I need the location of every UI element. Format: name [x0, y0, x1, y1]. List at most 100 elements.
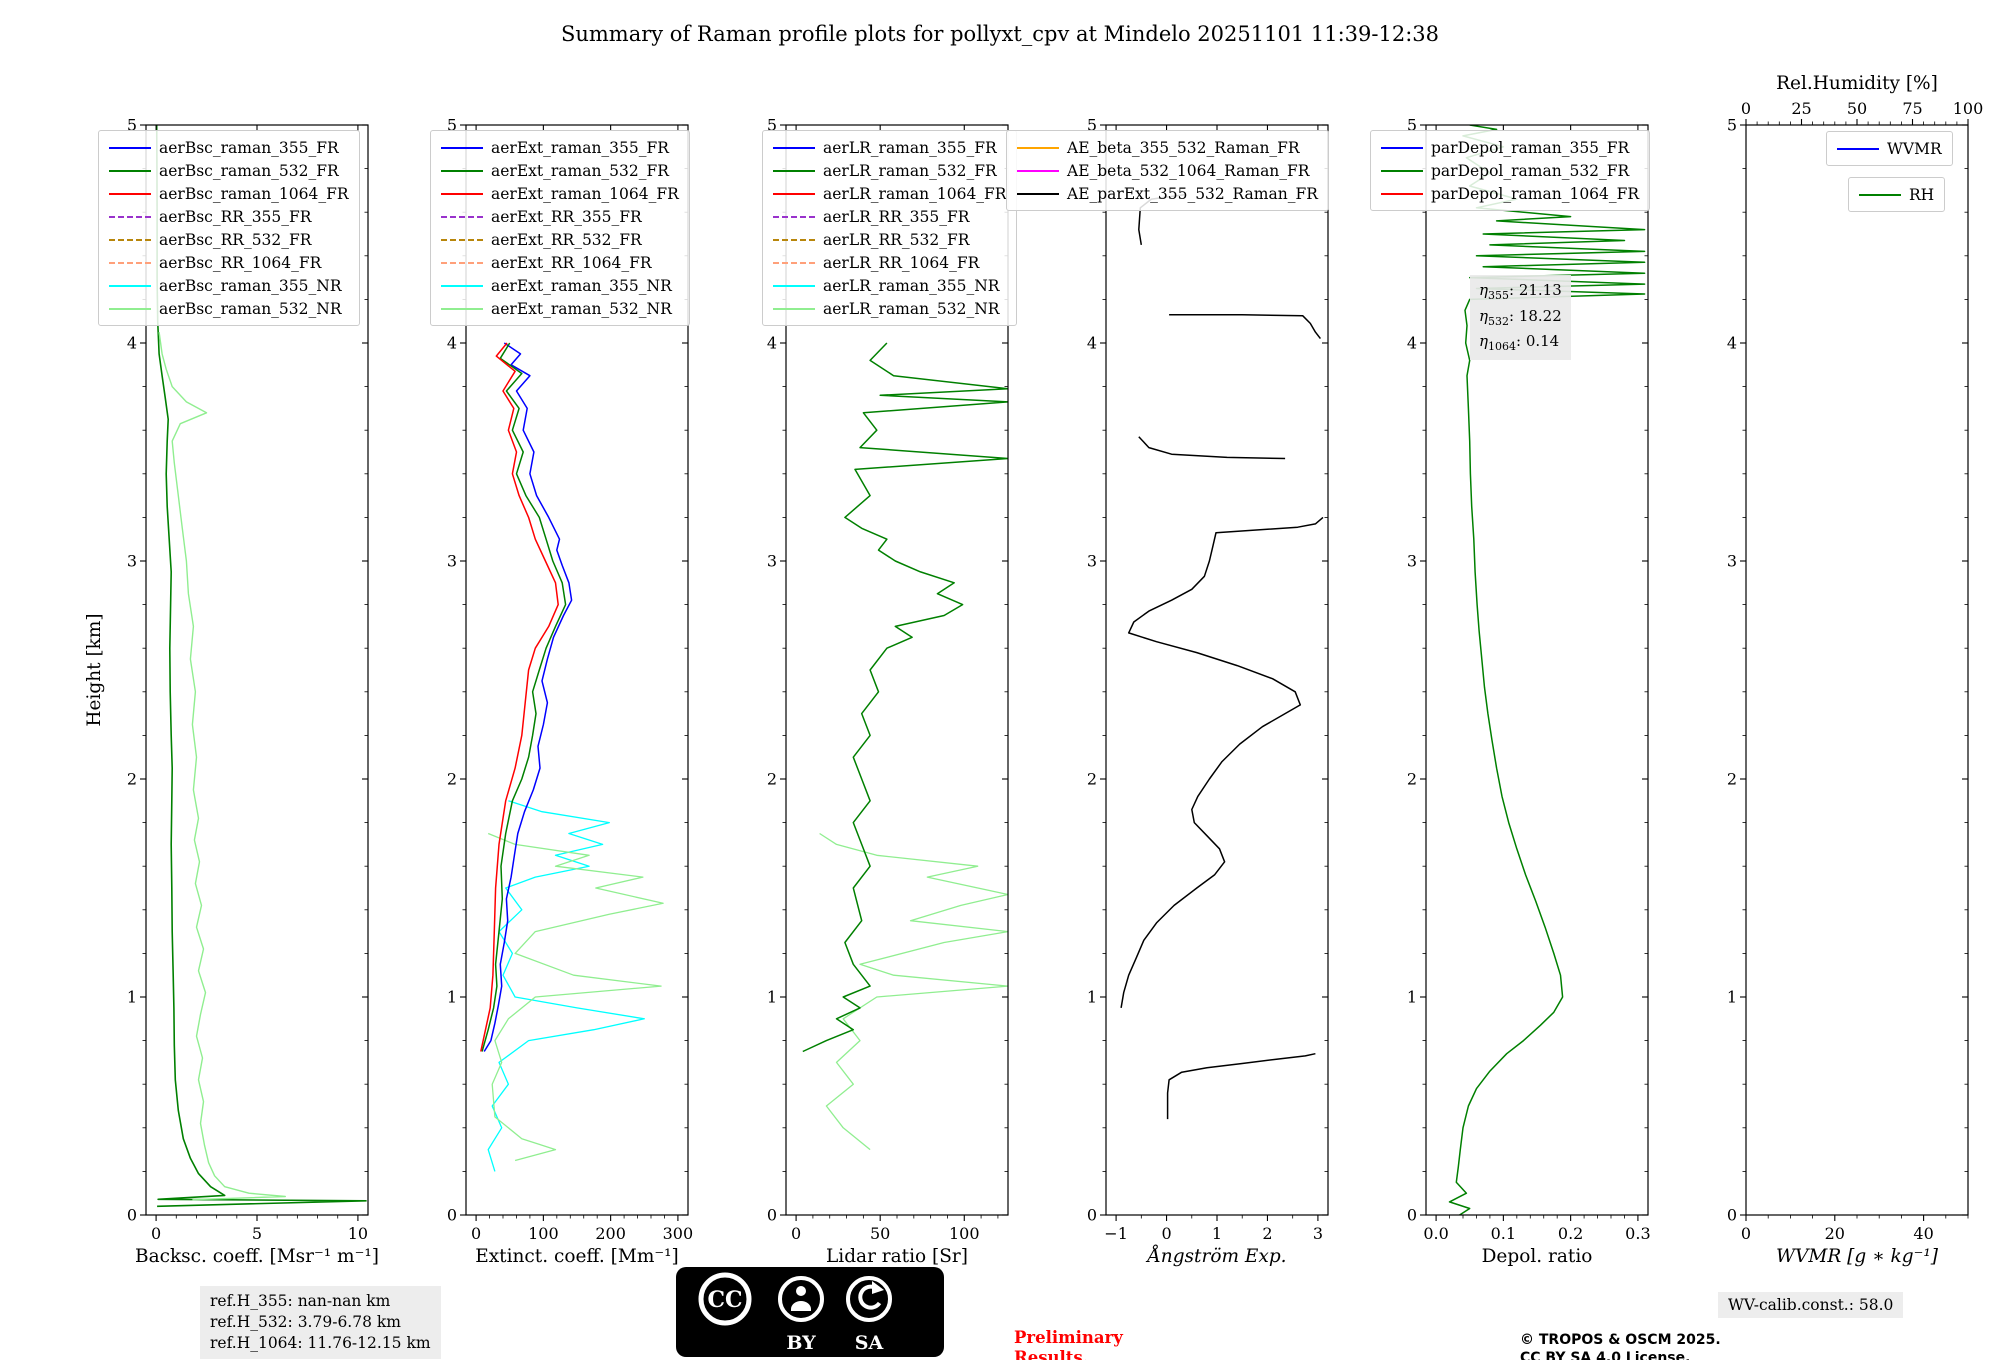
x-tick-label: 10	[348, 1224, 368, 1243]
legend-label: aerBsc_raman_532_NR	[159, 299, 342, 318]
person-head	[796, 1286, 806, 1296]
series-aerBsc_raman_532_NR	[158, 332, 286, 1201]
chart-title: Summary of Raman profile plots for polly…	[560, 22, 1440, 46]
legend-line-sample	[109, 284, 151, 287]
legend-line-sample	[773, 261, 815, 264]
x-tick-label: 50	[870, 1224, 890, 1243]
y-tick-label: 1	[1087, 988, 1097, 1007]
panel-lidar-ratio: 0 50 100 0 1 2 3 4 5 Lidar ratio [Sr]	[767, 116, 1009, 1267]
y-tick-label: 0	[447, 1206, 457, 1225]
legend-line-sample	[773, 284, 815, 287]
y-tick-label: 0	[127, 1206, 137, 1225]
legend-label: aerBsc_RR_1064_FR	[159, 253, 322, 272]
legend-entry: aerLR_raman_532_FR	[773, 159, 1006, 182]
y-tick-label: 4	[1087, 334, 1097, 353]
y-tick-label: 2	[447, 770, 457, 789]
legend-label: AE_parExt_355_532_Raman_FR	[1067, 184, 1318, 203]
legend-entry: aerBsc_raman_1064_FR	[109, 182, 349, 205]
y-tick-label: 1	[1407, 988, 1417, 1007]
series-aerBsc_raman_532_FR	[155, 125, 367, 1208]
top-tick-label: 50	[1847, 99, 1867, 118]
y-tick-label: 4	[767, 334, 777, 353]
ref-h-1064: ref.H_1064: 11.76-12.15 km	[210, 1333, 431, 1352]
y-tick-label: 4	[1407, 334, 1417, 353]
legend-entry: AE_beta_355_532_Raman_FR	[1017, 136, 1318, 159]
series-aerExt_raman_355_FR	[483, 342, 573, 1052]
legend-entry: aerLR_raman_532_NR	[773, 297, 1006, 320]
legend-entry: parDepol_raman_355_FR	[1381, 136, 1639, 159]
legend-entry: AE_beta_532_1064_Raman_FR	[1017, 159, 1318, 182]
annotation-line: η355: 21.13	[1479, 281, 1562, 302]
legend-entry: aerExt_raman_532_NR	[441, 297, 679, 320]
y-tick-label: 5	[767, 116, 777, 135]
series-aerLR_raman_532_NR	[819, 832, 1008, 1151]
legend-line-sample	[1381, 146, 1423, 149]
legend-entry: aerExt_RR_1064_FR	[441, 251, 679, 274]
wv-calibration-constant: WV-calib.const.: 58.0	[1718, 1292, 1904, 1318]
x-axis-label-angstroem: Ångström Exp.	[1145, 1245, 1286, 1267]
top-tick-label: 75	[1902, 99, 1922, 118]
x-tick-label: 0	[471, 1224, 481, 1243]
annotation-line: η532: 18.22	[1479, 306, 1562, 328]
legend-line-sample	[441, 307, 483, 310]
y-tick-label: 3	[1087, 552, 1097, 571]
legend-line-sample	[1859, 193, 1901, 196]
x-tick-label: 0	[1161, 1224, 1171, 1243]
preliminary-line-2: Results.	[1014, 1347, 1089, 1360]
series-parDepol_raman_532_FR	[1448, 125, 1646, 1215]
badge-sa-text: SA	[855, 1332, 884, 1354]
legend-line-sample	[773, 238, 815, 241]
legend-label: WVMR	[1887, 139, 1942, 158]
ref-h-532: ref.H_532: 3.79-6.78 km	[210, 1312, 401, 1331]
legend-entry: aerBsc_RR_532_FR	[109, 228, 349, 251]
y-tick-label: 0	[1727, 1206, 1737, 1225]
legend-line-sample	[773, 215, 815, 218]
legend-label: aerExt_raman_532_FR	[491, 161, 669, 180]
legend-label: aerExt_raman_1064_FR	[491, 184, 679, 203]
legend-line-sample	[1017, 169, 1059, 172]
legend-entry: aerBsc_raman_355_FR	[109, 136, 349, 159]
axes-frame	[1425, 124, 1649, 1216]
legend-line-sample	[441, 238, 483, 241]
legend-label: aerExt_raman_355_FR	[491, 138, 669, 157]
preliminary-results-note: Preliminary Results.	[1014, 1328, 1123, 1360]
legend-line-sample	[441, 146, 483, 149]
legend-entry: aerExt_RR_532_FR	[441, 228, 679, 251]
legend-label: AE_beta_355_532_Raman_FR	[1067, 138, 1300, 157]
x-tick-label: 20	[1825, 1224, 1845, 1243]
panel-extinction: 0 100 200 300 0 1 2 3 4 5 Extinct. coeff. [Mm⁻¹]	[447, 116, 693, 1268]
legend-line-sample	[773, 307, 815, 310]
y-tick-label: 5	[1727, 116, 1737, 135]
top-tick-label: 0	[1741, 99, 1751, 118]
legend-line-sample	[109, 307, 151, 310]
legend-label: parDepol_raman_355_FR	[1431, 138, 1630, 157]
legend-label: aerBsc_raman_355_NR	[159, 276, 342, 295]
y-tick-label: 1	[1727, 988, 1737, 1007]
legend-label: aerExt_raman_532_NR	[491, 299, 672, 318]
copyright-note: © TROPOS & OSCM 2025. CC BY SA 4.0 Licen…	[1520, 1332, 1721, 1360]
legend-wvmr-0: WVMR	[1826, 131, 1953, 166]
top-tick-label: 25	[1791, 99, 1811, 118]
series-aerLR_raman_532_FR	[802, 342, 1008, 1053]
y-tick-label: 5	[1407, 116, 1417, 135]
legend-entry: aerLR_RR_1064_FR	[773, 251, 1006, 274]
legend-entry: aerExt_raman_1064_FR	[441, 182, 679, 205]
y-tick-label: 3	[767, 552, 777, 571]
panel-backscatter: 0 5 10 0 1 2 3 4 5 Backsc. coeff. [Msr⁻¹ m⁻¹] Heig…	[84, 116, 379, 1268]
series-aerExt_raman_355_NR	[487, 800, 645, 1172]
legend-label: RH	[1909, 185, 1935, 204]
legend-backscatter: aerBsc_raman_355_FR aerBsc_raman_532_FR ae…	[98, 130, 360, 326]
legend-line-sample	[1381, 192, 1423, 195]
legend-label: aerExt_RR_355_FR	[491, 207, 642, 226]
legend-line-sample	[441, 169, 483, 172]
y-tick-label: 2	[767, 770, 777, 789]
legend-angstroem: AE_beta_355_532_Raman_FR AE_beta_532_1064…	[1006, 130, 1329, 211]
y-tick-label: 3	[127, 552, 137, 571]
x-tick-label: 0	[151, 1224, 161, 1243]
legend-line-sample	[441, 261, 483, 264]
legend-entry: aerLR_raman_1064_FR	[773, 182, 1006, 205]
x-tick-label: 100	[528, 1224, 559, 1243]
y-tick-label: 0	[1407, 1206, 1417, 1225]
x-tick-label: 3	[1313, 1224, 1323, 1243]
